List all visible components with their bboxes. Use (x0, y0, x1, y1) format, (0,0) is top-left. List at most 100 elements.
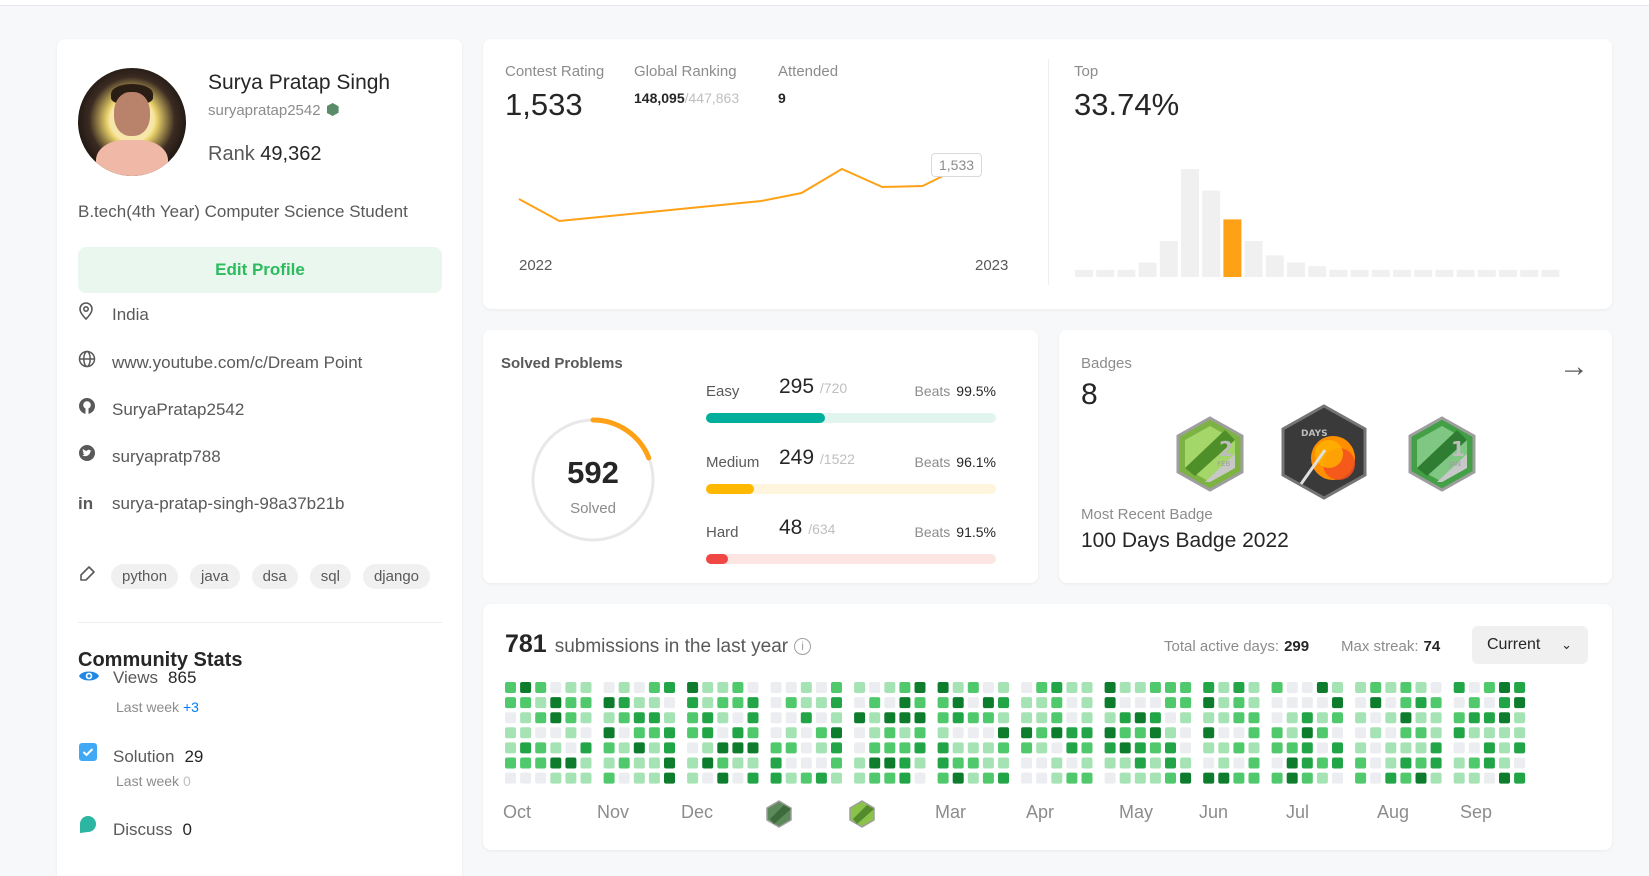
heatmap-cell[interactable] (648, 727, 660, 739)
heatmap-cell[interactable] (1218, 727, 1230, 739)
heatmap-cell[interactable] (505, 682, 516, 693)
heatmap-cell[interactable] (1301, 697, 1313, 709)
heatmap-cell[interactable] (550, 772, 562, 784)
heatmap-cell[interactable] (1355, 712, 1367, 724)
heatmap-cell[interactable] (1203, 712, 1215, 724)
heatmap-cell[interactable] (702, 742, 714, 754)
heatmap-cell[interactable] (937, 742, 949, 754)
heatmap-cell[interactable] (1316, 712, 1328, 724)
heatmap-cell[interactable] (747, 682, 759, 693)
heatmap-cell[interactable] (1355, 727, 1367, 739)
heatmap-cell[interactable] (869, 682, 881, 693)
heatmap-cell[interactable] (1104, 727, 1116, 739)
heatmap-cell[interactable] (1180, 757, 1192, 769)
heatmap-cell[interactable] (869, 742, 881, 754)
heatmap-cell[interactable] (565, 682, 577, 693)
heatmap-cell[interactable] (1370, 772, 1382, 784)
heatmap-cell[interactable] (1248, 712, 1260, 724)
heatmap-cell[interactable] (831, 682, 842, 693)
heatmap-cell[interactable] (1514, 772, 1526, 784)
heatmap-cell[interactable] (603, 697, 615, 709)
heatmap-cell[interactable] (535, 712, 547, 724)
heatmap-cell[interactable] (648, 712, 660, 724)
heatmap-cell[interactable] (952, 772, 964, 784)
heatmap-cell[interactable] (1286, 772, 1298, 784)
heatmap-cell[interactable] (884, 682, 896, 693)
heatmap-cell[interactable] (982, 772, 994, 784)
heatmap-cell[interactable] (1483, 772, 1495, 784)
heatmap-cell[interactable] (1051, 772, 1063, 784)
heatmap-cell[interactable] (505, 742, 516, 754)
heatmap-cell[interactable] (967, 682, 979, 693)
heatmap-cell[interactable] (1119, 697, 1131, 709)
heatmap-cell[interactable] (1036, 742, 1048, 754)
heatmap-cell[interactable] (1316, 742, 1328, 754)
heatmap-cell[interactable] (580, 712, 592, 724)
heatmap-cell[interactable] (1468, 757, 1480, 769)
heatmap-cell[interactable] (967, 757, 979, 769)
heatmap-cell[interactable] (520, 727, 532, 739)
heatmap-cell[interactable] (1218, 712, 1230, 724)
heatmap-cell[interactable] (565, 742, 577, 754)
heatmap-cell[interactable] (1203, 697, 1215, 709)
skill-tag[interactable]: dsa (251, 564, 298, 589)
heatmap-cell[interactable] (717, 682, 729, 693)
heatmap-cell[interactable] (633, 727, 645, 739)
heatmap-cell[interactable] (1499, 682, 1510, 693)
heatmap-cell[interactable] (914, 682, 926, 693)
heatmap-cell[interactable] (952, 757, 964, 769)
heatmap-cell[interactable] (603, 757, 615, 769)
heatmap-cell[interactable] (732, 727, 744, 739)
heatmap-cell[interactable] (1332, 682, 1343, 693)
heatmap-cell[interactable] (1248, 757, 1260, 769)
heatmap-cell[interactable] (854, 712, 866, 724)
heatmap-cell[interactable] (1286, 697, 1298, 709)
heatmap-cell[interactable] (580, 772, 592, 784)
heatmap-cell[interactable] (1180, 742, 1192, 754)
heatmap-cell[interactable] (998, 727, 1009, 739)
heatmap-cell[interactable] (717, 727, 729, 739)
heatmap-cell[interactable] (1134, 742, 1146, 754)
heatmap-cell[interactable] (1165, 682, 1176, 693)
heatmap-cell[interactable] (1066, 772, 1078, 784)
heatmap-cell[interactable] (800, 757, 812, 769)
heatmap-cell[interactable] (967, 712, 979, 724)
heatmap-cell[interactable] (648, 742, 660, 754)
heatmap-cell[interactable] (747, 772, 759, 784)
heatmap-cell[interactable] (998, 757, 1009, 769)
heatmap-cell[interactable] (1134, 727, 1146, 739)
heatmap-cell[interactable] (1180, 697, 1192, 709)
heatmap-cell[interactable] (603, 682, 615, 693)
heatmap-cell[interactable] (702, 727, 714, 739)
heatmap-cell[interactable] (1233, 697, 1245, 709)
heatmap-cell[interactable] (618, 682, 630, 693)
heatmap-cell[interactable] (937, 772, 949, 784)
heatmap-cell[interactable] (952, 712, 964, 724)
heatmap-cell[interactable] (1066, 727, 1078, 739)
heatmap-cell[interactable] (648, 772, 660, 784)
heatmap-cell[interactable] (937, 727, 949, 739)
heatmap-cell[interactable] (1119, 757, 1131, 769)
heatmap-cell[interactable] (1104, 697, 1116, 709)
heatmap-cell[interactable] (785, 757, 797, 769)
heatmap-cell[interactable] (1385, 682, 1397, 693)
heatmap-cell[interactable] (1165, 757, 1176, 769)
heatmap-cell[interactable] (1415, 742, 1427, 754)
heatmap-cell[interactable] (1514, 682, 1526, 693)
heatmap-cell[interactable] (1483, 727, 1495, 739)
heatmap-cell[interactable] (800, 682, 812, 693)
heatmap-cell[interactable] (1021, 772, 1033, 784)
heatmap-cell[interactable] (1271, 757, 1283, 769)
heatmap-cell[interactable] (580, 727, 592, 739)
heatmap-cell[interactable] (633, 772, 645, 784)
heatmap-cell[interactable] (505, 712, 516, 724)
heatmap-cell[interactable] (1468, 727, 1480, 739)
heatmap-cell[interactable] (535, 742, 547, 754)
heatmap-cell[interactable] (884, 727, 896, 739)
heatmap-cell[interactable] (702, 682, 714, 693)
info-icon[interactable]: i (794, 638, 812, 655)
heatmap-cell[interactable] (1165, 727, 1176, 739)
heatmap-cell[interactable] (732, 697, 744, 709)
heatmap-cell[interactable] (1066, 697, 1078, 709)
heatmap-cell[interactable] (800, 727, 812, 739)
